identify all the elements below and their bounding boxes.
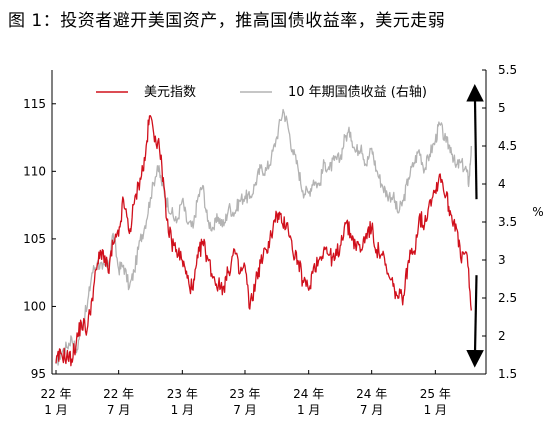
- x-tick-label-year: 22 年: [40, 387, 71, 401]
- arrow-down-annotation: [466, 275, 484, 368]
- x-tick-label-month: 1 月: [424, 403, 447, 417]
- y-right-tick-label: 5.5: [498, 63, 517, 77]
- y-left-tick-label: 100: [23, 299, 46, 313]
- legend-label-dollar-index: 美元指数: [144, 85, 196, 100]
- x-tick-label-month: 7 月: [233, 403, 256, 417]
- y-right-tick-label: 5: [498, 101, 506, 115]
- y-right-tick-label: 4.5: [498, 139, 517, 153]
- y-left-tick-label: 105: [23, 232, 46, 246]
- y-right-tick-label: 3: [498, 253, 506, 267]
- y-right-tick-label: 4: [498, 177, 506, 191]
- y-right-tick-label: 2: [498, 329, 506, 343]
- x-tick-label-month: 1 月: [171, 403, 194, 417]
- series-line-dollar-index: [55, 115, 472, 367]
- chart-title: 图 1：投资者避开美国资产，推高国债收益率，美元走弱: [8, 11, 446, 31]
- x-tick-label-year: 23 年: [167, 387, 198, 401]
- x-tick-label-year: 23 年: [229, 387, 260, 401]
- x-tick-label-month: 1 月: [297, 403, 320, 417]
- y-right-tick-label: 1.5: [498, 367, 517, 381]
- legend-label-treasury-yield: 10 年期国债收益 (右轴): [288, 85, 427, 100]
- arrow-up-annotation: [466, 84, 484, 200]
- y-right-tick-label: 2.5: [498, 291, 517, 305]
- x-tick-label-year: 25 年: [420, 387, 451, 401]
- x-tick-label-year: 24 年: [356, 387, 387, 401]
- series-line-treasury-yield: [55, 108, 472, 366]
- x-tick-label-month: 7 月: [360, 403, 383, 417]
- y-left-tick-label: 110: [23, 164, 46, 178]
- y-left-tick-label: 115: [23, 97, 46, 111]
- y-left-tick-label: 95: [31, 367, 46, 381]
- plot-layer: 95 100 105 110 115 1.5 2 2.5 3 3.5 4 4.5 5 5.5% 22 年 1 …: [23, 63, 544, 417]
- x-tick-label-month: 7 月: [107, 403, 130, 417]
- x-tick-label-year: 22 年: [103, 387, 134, 401]
- x-tick-label-year: 24 年: [293, 387, 324, 401]
- x-tick-label-month: 1 月: [44, 403, 67, 417]
- y-right-unit-label: %: [532, 205, 543, 219]
- y-right-tick-label: 3.5: [498, 215, 517, 229]
